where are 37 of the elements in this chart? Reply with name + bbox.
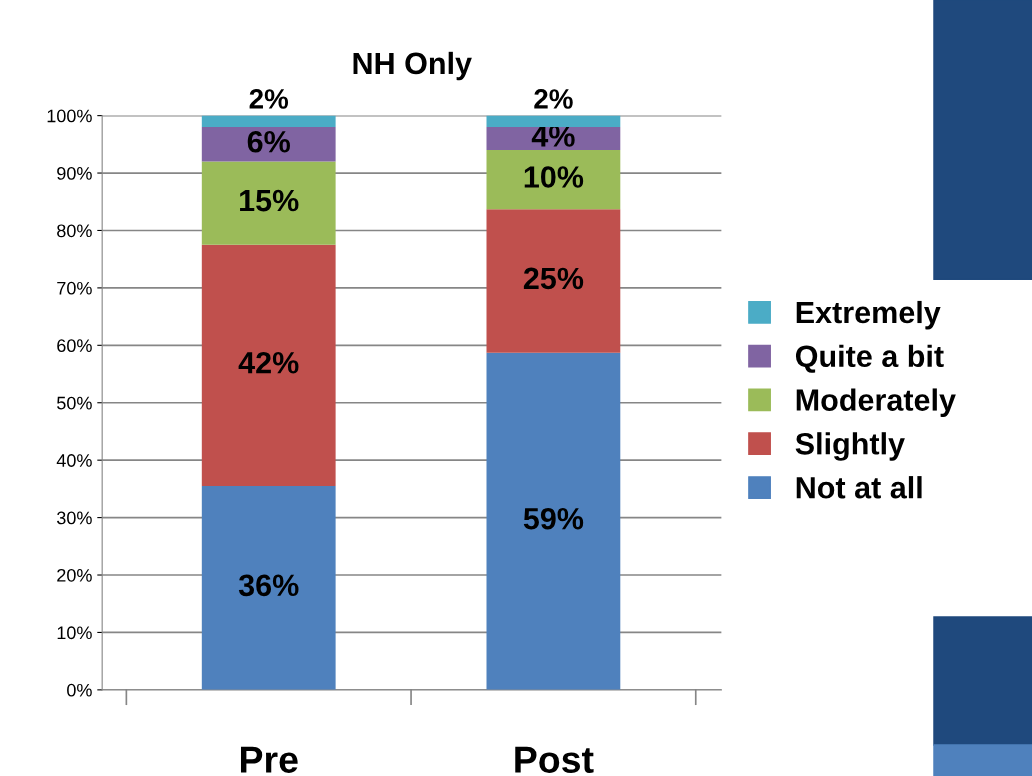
data-label: 10% [524, 166, 584, 188]
y-tick-label: 10% [57, 626, 92, 640]
x-tick-label: Post [515, 746, 594, 773]
bar [201, 486, 336, 690]
bar [201, 244, 336, 487]
legend-label: Slightly [795, 432, 905, 461]
bar [201, 127, 336, 162]
data-label: 2% [249, 89, 289, 109]
y-tick-label: 60% [57, 339, 92, 353]
bar [201, 161, 336, 245]
y-tick-label: 0% [67, 683, 92, 697]
data-label: 25% [523, 267, 584, 290]
bar [486, 150, 621, 210]
y-tick-label: 70% [57, 281, 92, 295]
data-label: 15% [240, 189, 299, 212]
legend-label: Not at all [796, 476, 922, 499]
data-label: 59% [523, 507, 584, 530]
legend-label: Quite a bit [795, 344, 944, 373]
data-label: 6% [247, 130, 290, 153]
x-tick-label: Pre [240, 746, 298, 773]
y-tick-label: 20% [57, 568, 92, 582]
data-label: 36% [238, 574, 299, 597]
data-label: 2% [534, 89, 573, 109]
legend-label: Moderately [796, 388, 956, 417]
bar [486, 352, 621, 690]
y-tick-label: 50% [57, 396, 92, 410]
bar [201, 115, 336, 128]
bar [486, 209, 621, 353]
y-tick-label: 80% [57, 224, 92, 238]
y-tick-label: 100% [47, 109, 92, 123]
data-label: 42% [238, 351, 299, 374]
bar [486, 115, 621, 128]
y-tick-label: 90% [57, 166, 92, 180]
chart-title: NH Only [353, 51, 472, 81]
y-tick-label: 30% [57, 511, 92, 525]
legend-label: Extremely [796, 300, 941, 330]
y-tick-label: 40% [56, 454, 92, 467]
